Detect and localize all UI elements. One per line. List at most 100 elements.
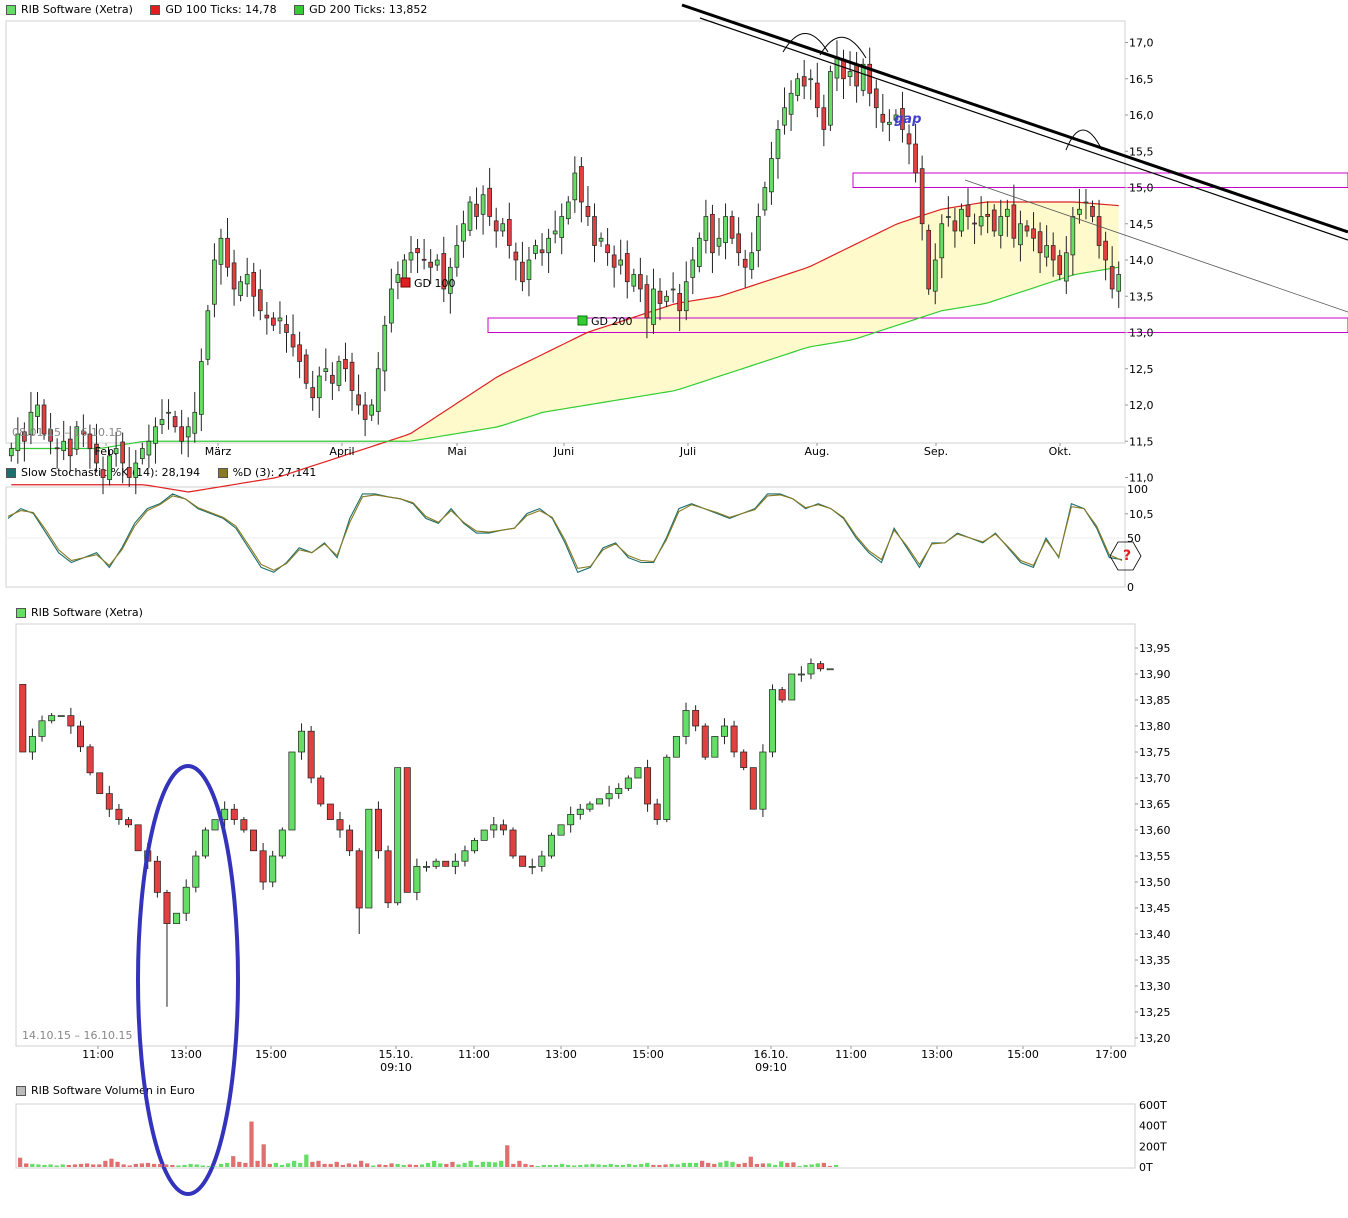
intraday-candle [278,827,286,859]
volume-bar [158,1163,163,1167]
price-candle [159,399,165,434]
gap-annotation: gap [894,112,921,127]
volume-bar [48,1164,53,1167]
intraday-x-tick-label: 11:00 [458,1048,490,1061]
price-candle [421,238,427,270]
price-candle [690,246,696,295]
volume-bar [541,1164,546,1167]
price-candle [356,374,361,415]
price-candle [906,124,912,165]
volume-bar [243,1162,248,1167]
volume-bar [298,1162,303,1167]
price-candle [1090,200,1095,223]
volume-bar [529,1164,534,1167]
volume-bar [151,1163,157,1167]
price-candle [349,352,355,411]
price-candle [434,254,440,271]
y-tick-label: 12,0 [1129,399,1154,412]
price-candle [559,203,565,255]
intraday-y-tick-label: 13,30 [1139,980,1171,993]
price-candle [67,426,73,473]
price-candle [140,442,145,465]
price-candle [900,91,905,143]
gd-crossover-fill [391,202,1119,442]
intraday-candle [346,824,354,856]
price-candle [257,269,263,321]
volume-bar [584,1164,589,1167]
volume-bar [407,1164,412,1167]
price-candle [251,262,257,317]
volume-bar [371,1165,376,1167]
price-candle [710,204,715,274]
price-candle [565,196,571,225]
volume-bar [608,1163,613,1167]
gd200-inline-label: GD 200 [591,315,633,328]
intraday-x-tick-label: 13:00 [170,1048,202,1061]
price-candle [887,109,892,142]
legend-volume: RIB Software Volumen in Euro [16,1084,195,1097]
price-candle [48,412,53,455]
volume-bar [176,1165,181,1167]
volume-bar [748,1156,753,1167]
volume-bar [425,1162,431,1167]
volume-bar [267,1163,272,1167]
price-candle [1070,207,1076,276]
volume-bar [395,1163,400,1167]
price-candle [952,207,958,248]
volume-bar [450,1161,455,1167]
price-candle [113,431,119,467]
intraday-candle [394,767,402,906]
price-candle [775,120,781,179]
intraday-candle [28,728,36,760]
intraday-x-tick-label: 09:10 [755,1061,787,1074]
volume-bar [310,1161,315,1167]
panel3-legend: RIB Software (Xetra) [16,606,157,621]
intraday-x-tick-label: 15:00 [255,1048,287,1061]
price-candle [146,424,152,469]
price-candle [572,156,578,213]
intraday-candle [769,684,776,758]
volume-bar [821,1162,826,1167]
price-candle [1063,236,1069,295]
volume-bar [474,1164,479,1167]
intraday-candle [682,702,690,745]
intraday-x-tick-label: 15.10. [379,1048,414,1061]
volume-bar [523,1163,528,1167]
price-candle [814,62,820,118]
price-candle [487,167,492,226]
volume-bar [103,1160,108,1167]
volume-bar [736,1163,741,1167]
intraday-candle [557,824,565,836]
volume-bar [693,1162,699,1167]
volume-bar [30,1163,35,1167]
price-candle [1096,199,1102,259]
price-candle [369,399,375,421]
volume-bar [194,1164,199,1167]
intraday-candle [259,843,267,890]
price-candle [683,261,689,321]
intraday-candle [576,804,584,820]
price-candle [782,87,787,135]
price-candle [644,275,650,339]
price-candle [860,58,866,97]
price-candle [415,238,420,274]
stoch-y-tick-label: 0 [1127,581,1134,594]
volume-bar [109,1158,114,1167]
legend-gd200-swatch [294,4,305,15]
volume-bar [724,1160,729,1167]
intraday-candle [528,858,536,875]
intraday-candle [173,912,181,924]
volume-bar [779,1161,784,1167]
price-candle [972,213,977,245]
legend-price-swatch [6,4,16,15]
price-candle [41,399,47,440]
price-candle [880,93,886,132]
volume-bar [742,1162,747,1167]
volume-bar [602,1164,607,1167]
price-candle [762,181,768,216]
price-candle [480,185,486,235]
volume-bar [645,1162,650,1167]
price-candle [946,196,951,227]
legend-volume-label: RIB Software Volumen in Euro [31,1084,195,1097]
